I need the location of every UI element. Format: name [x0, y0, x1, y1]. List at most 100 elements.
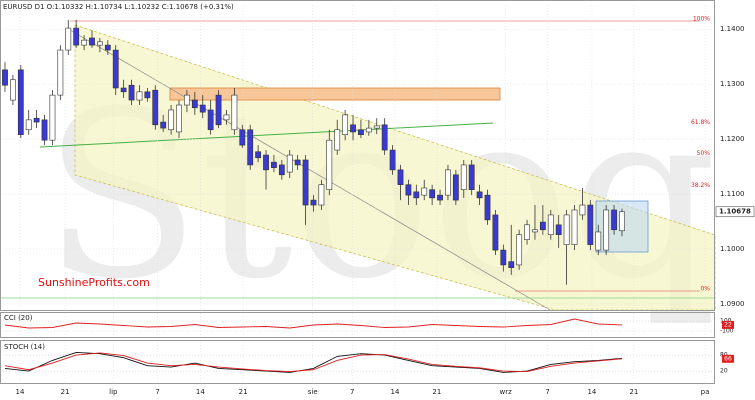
candle-body	[120, 87, 127, 93]
fib-label: 0%	[700, 285, 710, 292]
x-tick-label: 21	[61, 388, 70, 396]
x-tick-label: 21	[432, 388, 441, 396]
resistance-zone	[169, 87, 501, 101]
candle-body	[516, 234, 523, 266]
candle-body	[445, 169, 451, 196]
y-tick-label: 1.1400	[720, 25, 745, 33]
candle-body	[17, 69, 24, 135]
candle-body	[207, 109, 214, 131]
candle-body	[73, 27, 80, 46]
indicator-line	[4, 318, 622, 329]
last-price-box	[715, 206, 755, 218]
candle-body	[239, 129, 246, 146]
candle-body	[57, 49, 64, 96]
candle-body	[571, 209, 578, 245]
candle-body	[539, 221, 546, 231]
x-tick-label: lip	[109, 388, 118, 396]
candle-body	[468, 164, 475, 190]
fib-label: 61.8%	[691, 119, 710, 126]
x-tick-label: 14	[16, 388, 25, 396]
x-tick-label: pa	[701, 388, 710, 396]
candle-body	[350, 124, 356, 133]
y-tick-label: 1.1000	[720, 245, 745, 253]
y-tick-label: 1.1200	[720, 135, 745, 143]
candle-body	[318, 184, 325, 206]
candle-body	[373, 125, 380, 129]
candle-body	[49, 94, 56, 141]
candle-body	[619, 211, 625, 232]
candle-body	[25, 119, 32, 131]
stoch-title: STOCH (14)	[4, 343, 45, 351]
candle-body	[547, 214, 554, 236]
marks	[0, 5, 715, 382]
x-tick-label: 7	[155, 388, 159, 396]
last-value-label: 66	[724, 355, 732, 362]
candle-body	[215, 94, 222, 126]
cci-panel	[0, 312, 715, 338]
candle-body	[389, 149, 396, 171]
stoch-panel	[0, 340, 715, 384]
candle-body	[9, 79, 16, 101]
candle-body	[579, 204, 586, 216]
candle-body	[294, 159, 301, 166]
candle-body	[128, 84, 135, 101]
candle-body	[223, 114, 230, 121]
candle-body	[41, 119, 48, 141]
candle-body	[310, 199, 317, 206]
x-tick-label: 14	[587, 388, 596, 396]
candle-body	[160, 121, 167, 129]
annotation: SunshineProfits.com	[38, 276, 150, 289]
candle-body	[231, 94, 238, 131]
candle-body	[381, 124, 388, 151]
y-tick-label: 1.0900	[720, 300, 745, 308]
y-tick-label: 1.1100	[720, 190, 745, 198]
y-tick-label: 20	[720, 368, 728, 375]
candle-body	[484, 194, 491, 221]
candle-body	[452, 174, 459, 201]
candle-body	[97, 41, 103, 46]
cci-title: CCI (20)	[4, 314, 33, 322]
indicator-line	[4, 352, 623, 373]
candle-body	[176, 104, 182, 133]
x-tick-label: wrz	[500, 388, 513, 396]
candle-body	[342, 114, 349, 135]
candle-body	[112, 49, 119, 89]
candle-body	[89, 37, 95, 46]
x-tick-label: 7	[350, 388, 354, 396]
last-price-label: 1.10678	[719, 208, 751, 216]
y-tick-label: 1.1300	[720, 80, 745, 88]
candle-body	[500, 249, 507, 266]
candle-body	[421, 187, 428, 196]
candle-body	[65, 27, 72, 51]
candle-body	[611, 209, 617, 231]
candle-body	[2, 69, 8, 86]
candle-body	[405, 184, 412, 196]
candle-body	[199, 104, 206, 113]
candle-body	[563, 214, 570, 245]
candle-body	[413, 191, 420, 199]
candle-body	[247, 129, 254, 166]
candle-body	[603, 209, 610, 251]
candle-body	[191, 99, 198, 109]
last-value-box	[722, 320, 734, 329]
candle-body	[358, 129, 364, 135]
candle-body	[476, 191, 483, 199]
last-value-box	[722, 354, 734, 363]
candle-body	[587, 204, 594, 245]
last-value-label: 22	[724, 321, 732, 328]
candle-body	[334, 129, 341, 151]
candle-body	[397, 169, 404, 186]
candle-body	[492, 214, 499, 251]
candle-body	[81, 39, 87, 46]
candle-body	[33, 117, 40, 123]
candle-body	[460, 164, 467, 190]
candle-body	[429, 189, 436, 199]
candle-body	[532, 229, 538, 233]
candle-body	[302, 159, 309, 206]
candle-body	[437, 194, 443, 201]
support-line	[39, 122, 494, 148]
y-tick-label: -100	[720, 328, 734, 335]
candle-body	[104, 44, 111, 51]
candle-body	[278, 164, 285, 176]
